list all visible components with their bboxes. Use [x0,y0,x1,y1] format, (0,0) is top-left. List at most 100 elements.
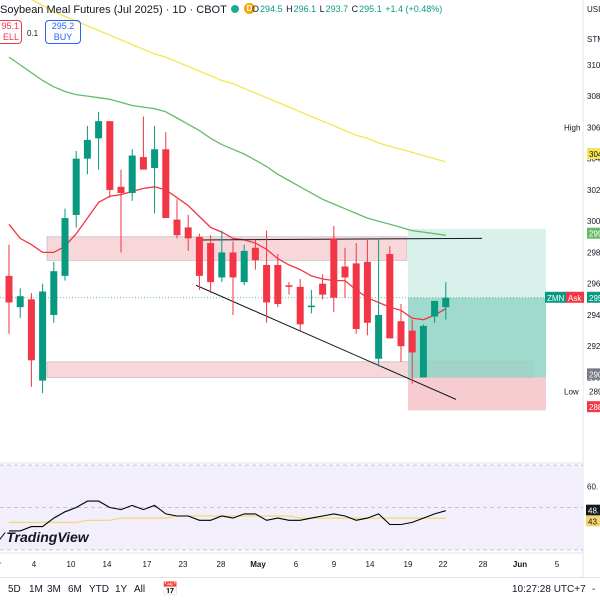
price-tick-label: 298 [587,248,600,257]
rsi-ma-tag-bg [586,515,600,527]
high-label: H [286,4,293,14]
time-tick-label: 22 [439,560,448,569]
ask-tag: Ask [568,294,582,303]
close-label: C [351,4,359,14]
time-tick-label: 14 [103,560,112,569]
time-tick-label: 9 [332,560,337,569]
candle-body [173,219,181,236]
stop-price-tag-bg [587,401,600,413]
candle-body [139,157,147,170]
range-6m[interactable]: 6M [68,584,82,595]
candle-body [274,264,282,305]
candle-body [207,243,215,283]
resistance-trendline [195,237,483,241]
tradingview-logo-text: TradingView [6,529,89,545]
chart-canvas[interactable]: 310 308 306 304 302 300 298 296 294 292 290 288 USI S… [0,0,600,577]
low-price-tag: 289 [589,388,600,397]
spread-value: 0.1 [27,29,39,38]
sell-button[interactable]: 95.1 ELL [0,20,22,44]
range-ytd[interactable]: YTD [89,584,109,595]
ema-mid-tag: 299 [589,230,600,239]
candle-body [27,299,35,361]
candle-body [195,236,203,276]
open-value: 294.5 [260,4,283,14]
candle-body [285,285,293,287]
clock-tail: - [592,584,596,595]
range-3m[interactable]: 3M [47,584,61,595]
time-tick-label: 28 [479,560,488,569]
ema-slow-tag-bg [587,147,600,159]
zmn-tag-bg [545,291,567,303]
rsi-value-tag-bg [586,504,600,516]
target-zone-upper [408,229,546,298]
last-price-tag-bg [587,291,600,303]
high-price-tag: 306 [587,123,600,132]
time-tick-label: 14 [366,560,375,569]
ohlc-readout: O294.5 H296.1 L293.7 C295.1 +1.4 (+0.48%… [252,4,443,14]
clock[interactable]: 10:27:28 UTC+7 [512,584,586,595]
zmn-tag: ZMN [547,294,565,303]
candle-body [5,275,13,303]
candle-body [218,252,226,278]
candle-body [240,250,248,283]
price-tick-label: 302 [587,186,600,195]
candle-body [83,139,91,159]
rsi-ma-tag: 43. [588,517,599,526]
market-status-icon [231,5,239,13]
candle-body [50,271,58,315]
demand-price-tag-bg [587,368,600,380]
time-tick-label: Jun [513,560,527,569]
rsi-line [9,500,446,532]
range-5d[interactable]: 5D [8,584,21,595]
bottom-toolbar: 5D 1M 3M 6M YTD 1Y All 📅 10:27:28 UTC+7 … [0,577,600,600]
candle-body [296,286,304,325]
time-tick-label: May [250,560,266,569]
calendar-icon[interactable]: 📅 [162,581,179,596]
time-tick-label: 23 [179,560,188,569]
tradingview-mark-icon: ⁄ [0,529,7,545]
candle-body [151,149,159,169]
range-all[interactable]: All [134,584,146,595]
price-tick-label: 294 [587,311,600,320]
demand-price-tag: 290 [589,370,600,379]
range-1y[interactable]: 1Y [115,584,128,595]
time-tick-label: r [0,560,2,569]
candle-body [375,314,383,359]
close-value: 295.1 [359,4,382,14]
ema-line-1 [8,186,447,321]
chart-title: Soybean Meal Futures (Jul 2025) · 1D · C… [0,4,227,16]
sell-label: ELL [2,32,19,42]
supply-zone [46,236,408,261]
candle-body [117,186,125,194]
candle-body [263,264,271,303]
currency-label: USI [587,5,600,14]
sell-price: 95.1 [1,21,19,31]
high-price-tag-bg [585,121,600,133]
high-value: 296.1 [293,4,317,14]
candle-body [307,305,315,308]
price-tick-label: 296 [587,280,600,289]
buy-label: BUY [53,32,73,42]
price-tick-label: 292 [587,342,600,351]
candle-body [419,325,427,378]
time-tick-label: 5 [555,560,560,569]
candle-body [128,155,136,194]
low-price-tag-bg [587,385,600,397]
rsi-tick-60: 60. [587,482,598,491]
range-1m[interactable]: 1M [29,584,43,595]
candle-body [341,266,349,278]
tradingview-logo[interactable]: ⁄ TradingView [0,529,89,545]
price-tick-label: 304 [587,155,600,164]
candle-body [330,238,338,298]
candle-body [319,283,327,295]
buy-price: 295.2 [51,21,75,31]
candle-body [442,297,450,308]
price-tick-label: 300 [587,217,600,226]
candle-body [397,321,405,347]
ask-tag-bg [566,291,584,303]
time-tick-label: 17 [143,560,152,569]
buy-button[interactable]: 295.2 BUY [45,20,81,44]
open-label: O [252,4,260,14]
low-label: L [319,4,325,14]
candle-body [363,261,371,323]
